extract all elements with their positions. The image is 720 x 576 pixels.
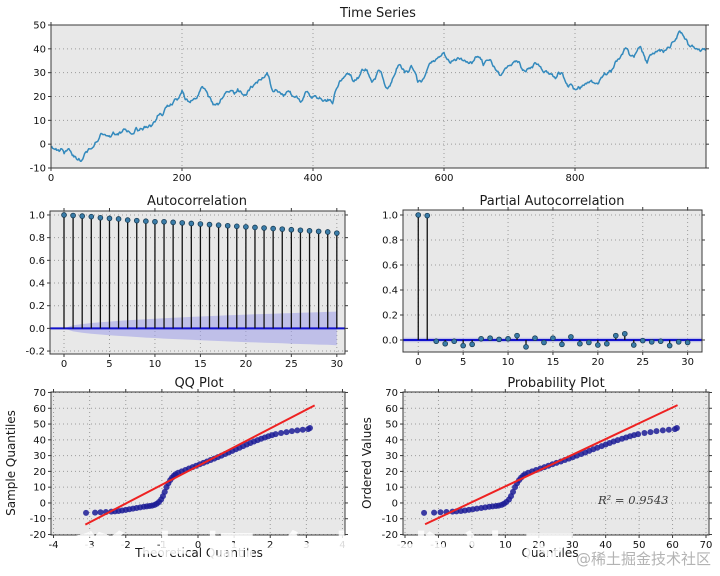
x-tick-label: -3 [85,540,95,551]
probability-plot-title: Probability Plot [507,376,604,391]
y-tick-label: 40 [385,435,398,446]
y-tick-label: 10 [33,116,46,127]
x-tick-label: 25 [636,357,649,368]
y-tick-label: -20 [382,530,398,541]
y-tick-label: 60 [385,404,398,415]
x-tick-label: 3 [303,540,309,551]
x-tick-label: 800 [565,173,584,184]
x-tick-label: 20 [532,540,545,551]
prob-xaxis-label: Quantiles [521,546,578,560]
x-tick-label: 25 [285,359,298,370]
x-tick-label: 0 [415,357,421,368]
x-tick-label: 0 [469,540,475,551]
y-tick-label: 10 [33,483,46,494]
x-tick-label: 15 [194,359,207,370]
x-tick-label: 400 [303,173,322,184]
x-tick-label: 70 [700,540,713,551]
y-tick-label: 0.6 [29,256,45,267]
x-tick-label: 0 [61,359,67,370]
x-tick-label: 4 [339,540,345,551]
x-tick-label: 20 [591,357,604,368]
y-tick-label: 20 [33,467,46,478]
y-tick-label: 30 [33,451,46,462]
y-tick-label: 70 [33,388,46,399]
qq-plot-title: QQ Plot [174,376,223,391]
time-series-title: Time Series [339,6,416,21]
y-tick-label: 40 [33,44,46,55]
x-tick-label: -10 [430,540,446,551]
x-tick-label: 600 [434,173,453,184]
x-tick-label: 30 [681,357,694,368]
y-tick-label: 30 [33,68,46,79]
x-tick-label: 50 [633,540,646,551]
y-tick-label: 0.2 [29,301,45,312]
x-tick-label: -4 [49,540,59,551]
x-tick-label: 2 [267,540,273,551]
y-tick-label: 40 [33,435,46,446]
y-tick-label: -10 [382,514,398,525]
qq-xaxis-label: Theoretical Quantiles [134,546,263,560]
y-tick-label: 0 [40,140,46,151]
y-tick-label: 50 [385,420,398,431]
x-tick-label: 5 [106,359,112,370]
y-tick-label: 0.6 [382,261,398,272]
qq-yaxis-label: Sample Quantiles [4,410,18,516]
x-tick-label: -2 [121,540,131,551]
x-tick-label: 10 [499,540,512,551]
partial-autocorrelation-title: Partial Autocorrelation [480,194,625,209]
y-tick-label: 0.4 [382,286,398,297]
probability-plot: -20 -10 0 10 20 30 40 50 60 70 -20 -10 0 10 20 30 40 50 60… [382,388,713,551]
y-tick-label: 1.0 [382,211,398,222]
y-tick-label: 0 [40,498,46,509]
x-tick-label: 60 [666,540,679,551]
x-tick-label: 1 [231,540,237,551]
x-tick-label: 30 [330,359,343,370]
partial-autocorrelation-plot: 0 5 10 15 20 25 30 0.0 0.2 0.4 0.6 0.8 1.0 [382,207,705,368]
y-tick-label: 50 [33,21,46,32]
y-tick-label: 0.4 [29,279,45,290]
y-tick-label: -10 [30,164,46,175]
x-tick-label: 0 [48,173,54,184]
y-tick-label: 70 [385,388,398,399]
y-tick-label: 20 [385,467,398,478]
x-tick-label: 0 [195,540,201,551]
y-tick-label: 0 [392,498,398,509]
y-tick-label: 20 [33,92,46,103]
x-tick-label: 200 [172,173,191,184]
x-tick-label: -1 [157,540,167,551]
y-tick-label: 0.8 [382,236,398,247]
y-tick-label: 30 [385,451,398,462]
x-tick-label: 15 [547,357,560,368]
y-tick-label: 0.8 [29,233,45,244]
y-tick-label: -0.2 [25,347,45,358]
x-tick-label: 20 [240,359,253,370]
watermark-credit: @稀土掘金技术社区 [576,550,712,568]
y-tick-label: 60 [33,404,46,415]
x-tick-label: 5 [460,357,466,368]
y-tick-label: 0.2 [382,311,398,322]
y-tick-label: -10 [30,514,46,525]
x-tick-label: 10 [149,359,162,370]
x-tick-label: -20 [397,540,413,551]
y-tick-label: -20 [30,530,46,541]
y-tick-label: 0.0 [382,336,398,347]
r-squared-annotation: R² = 0.9543 [597,493,668,507]
x-tick-label: 40 [599,540,612,551]
y-tick-label: 0.0 [29,324,45,335]
y-tick-label: 1.0 [29,210,45,221]
prob-yaxis-label: Ordered Values [360,417,374,509]
x-tick-label: 10 [502,357,515,368]
y-tick-label: 10 [385,483,398,494]
y-tick-label: 50 [33,420,46,431]
autocorrelation-plot: 0 5 10 15 20 25 30 -0.2 0.0 0.2 0.4 0.6 0.8 1.0 [25,208,348,370]
autocorrelation-title: Autocorrelation [147,194,247,209]
x-tick-label: 30 [566,540,579,551]
